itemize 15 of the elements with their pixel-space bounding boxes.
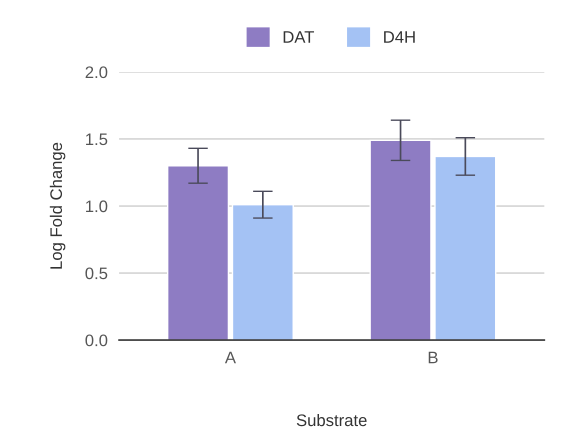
legend-label: DAT	[284, 31, 314, 43]
x-tick-label: A	[224, 352, 236, 364]
y-axis-title: Log Fold Change	[50, 142, 66, 269]
x-axis-title: Substrate	[296, 414, 367, 426]
bar	[232, 204, 294, 340]
bar	[166, 165, 230, 340]
y-tick-label: 2.0	[86, 66, 108, 78]
bar	[434, 156, 496, 340]
y-tick-label: 0.5	[85, 267, 108, 280]
y-tick-label: 1.0	[86, 200, 108, 212]
y-tick-label: 1.5	[86, 134, 108, 146]
bar	[369, 140, 432, 340]
x-tick-label: B	[428, 352, 438, 364]
legend-label: D4H	[384, 31, 415, 43]
y-tick-label: 0.0	[85, 334, 108, 346]
